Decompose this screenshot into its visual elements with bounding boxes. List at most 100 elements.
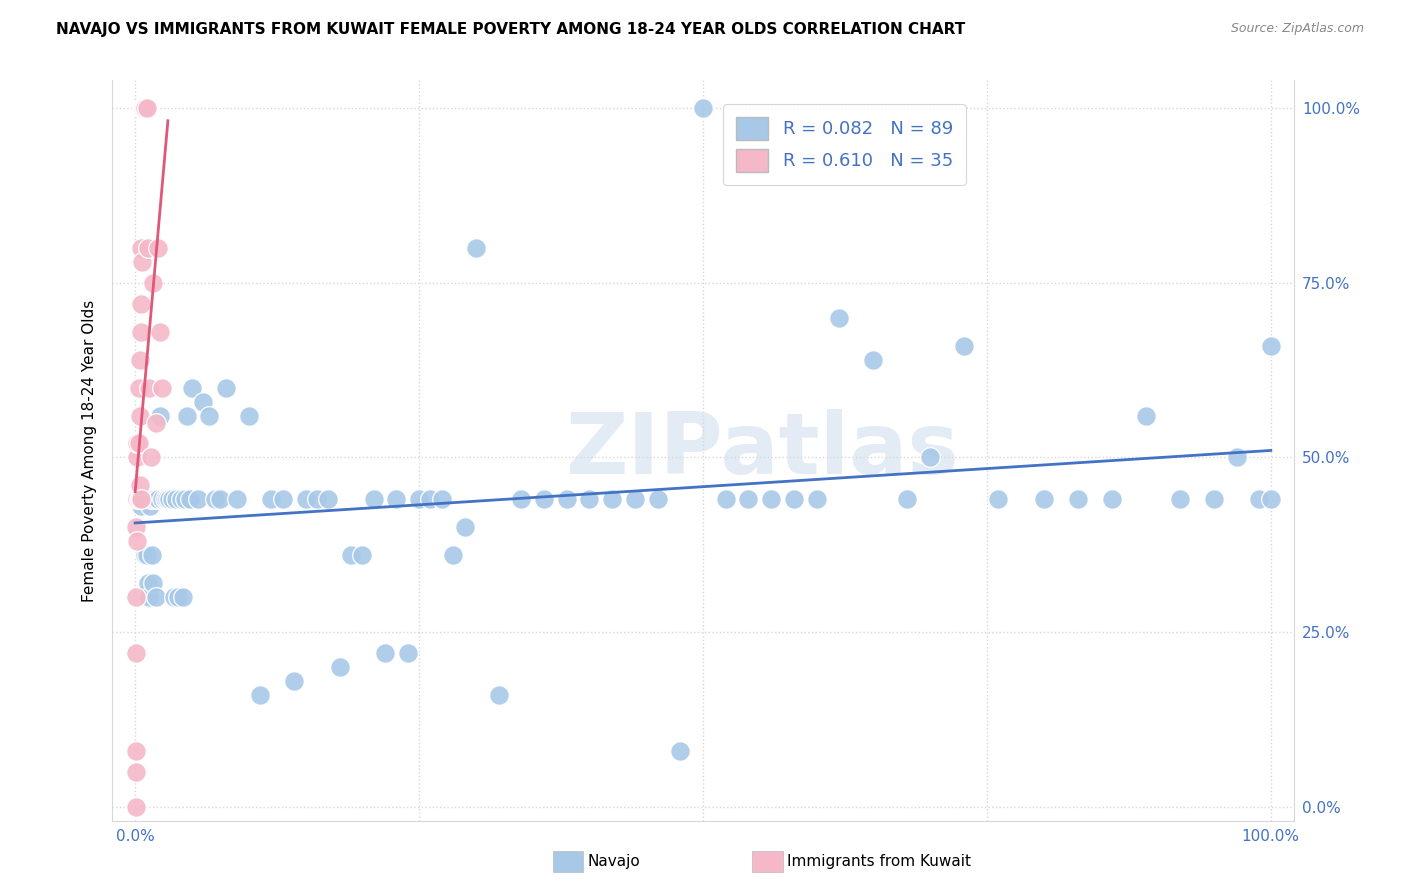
Point xyxy=(862,352,884,367)
Point xyxy=(131,255,153,269)
Point xyxy=(578,492,600,507)
Point xyxy=(260,492,283,507)
Point xyxy=(127,534,149,549)
Point xyxy=(828,310,851,325)
Point xyxy=(340,548,363,562)
Text: Immigrants from Kuwait: Immigrants from Kuwait xyxy=(787,855,972,869)
Point xyxy=(316,492,339,507)
Point xyxy=(1135,409,1157,423)
Point xyxy=(141,548,163,562)
Point xyxy=(145,590,167,604)
Point xyxy=(128,436,150,450)
Point xyxy=(127,492,149,507)
Point xyxy=(488,688,510,702)
Text: NAVAJO VS IMMIGRANTS FROM KUWAIT FEMALE POVERTY AMONG 18-24 YEAR OLDS CORRELATIO: NAVAJO VS IMMIGRANTS FROM KUWAIT FEMALE … xyxy=(56,22,966,37)
Point xyxy=(165,492,187,507)
Point xyxy=(737,492,759,507)
Point xyxy=(1226,450,1249,465)
Point xyxy=(193,394,215,409)
Point xyxy=(329,660,352,674)
Point xyxy=(396,646,419,660)
Legend: R = 0.082   N = 89, R = 0.610   N = 35: R = 0.082 N = 89, R = 0.610 N = 35 xyxy=(723,104,966,185)
Point xyxy=(128,492,150,507)
Point xyxy=(204,492,226,507)
Point xyxy=(430,492,453,507)
Point xyxy=(363,492,385,507)
Point xyxy=(125,646,148,660)
Point xyxy=(464,241,486,255)
Point xyxy=(125,764,148,779)
Point xyxy=(1101,492,1123,507)
Point xyxy=(198,409,221,423)
Point xyxy=(134,101,156,115)
Point xyxy=(953,339,976,353)
Point xyxy=(408,492,430,507)
Point xyxy=(669,744,692,758)
Point xyxy=(920,450,942,465)
Point xyxy=(128,381,150,395)
Point xyxy=(134,548,156,562)
Point xyxy=(305,492,328,507)
Point xyxy=(187,492,209,507)
Point xyxy=(128,352,150,367)
Point xyxy=(146,492,169,507)
Point xyxy=(283,673,305,688)
Point xyxy=(714,492,737,507)
Point xyxy=(125,590,148,604)
Point xyxy=(160,492,183,507)
Point xyxy=(1249,492,1271,507)
Point xyxy=(600,492,623,507)
Point xyxy=(142,276,165,290)
Point xyxy=(125,799,148,814)
Point xyxy=(125,744,148,758)
Point xyxy=(624,492,647,507)
Point xyxy=(209,492,232,507)
Point xyxy=(294,492,316,507)
Point xyxy=(215,381,238,395)
Point xyxy=(1260,339,1282,353)
Point xyxy=(149,325,172,339)
Point xyxy=(142,576,165,591)
Point xyxy=(135,101,157,115)
Point xyxy=(136,576,159,591)
Point xyxy=(143,492,166,507)
Point xyxy=(453,520,475,534)
Point xyxy=(510,492,533,507)
Point xyxy=(806,492,828,507)
Point xyxy=(271,492,294,507)
Point xyxy=(127,436,149,450)
Point xyxy=(129,297,152,311)
Point xyxy=(139,492,162,507)
Point xyxy=(1032,492,1054,507)
Text: Navajo: Navajo xyxy=(588,855,641,869)
Point xyxy=(987,492,1010,507)
Point xyxy=(167,590,190,604)
Point xyxy=(129,492,152,507)
Point xyxy=(157,492,180,507)
Point xyxy=(132,492,155,507)
Point xyxy=(152,492,174,507)
Point xyxy=(136,241,159,255)
Point xyxy=(129,325,152,339)
Point xyxy=(134,101,156,115)
Point xyxy=(131,101,153,115)
Point xyxy=(128,492,150,507)
Point xyxy=(441,548,464,562)
Point xyxy=(783,492,806,507)
Point xyxy=(374,646,396,660)
Point xyxy=(149,409,172,423)
Point xyxy=(555,492,578,507)
Point xyxy=(174,492,197,507)
Point xyxy=(759,492,782,507)
Point xyxy=(896,492,918,507)
Point xyxy=(146,241,169,255)
Point xyxy=(139,500,162,514)
Point xyxy=(179,492,201,507)
Point xyxy=(419,492,441,507)
Point xyxy=(172,590,194,604)
Point xyxy=(128,478,150,492)
Point xyxy=(176,409,198,423)
Point xyxy=(138,590,160,604)
Point xyxy=(128,409,150,423)
Text: ZIPatlas: ZIPatlas xyxy=(565,409,959,492)
